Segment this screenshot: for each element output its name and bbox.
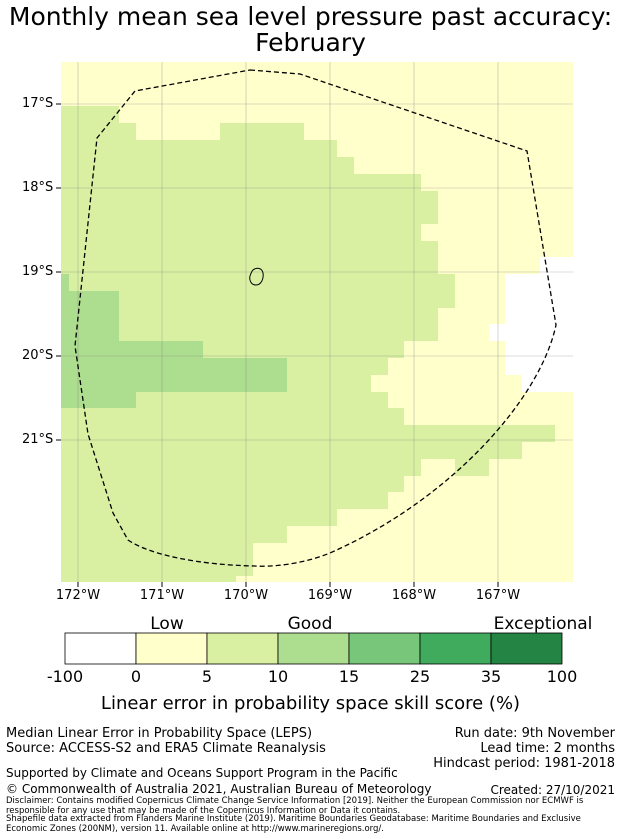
lon-label: 167°W bbox=[475, 588, 521, 603]
colorbar-title: Linear error in probability space skill … bbox=[100, 693, 521, 714]
source-text: Source: ACCESS-S2 and ERA5 Climate Reana… bbox=[6, 741, 326, 756]
eez-boundary bbox=[74, 69, 557, 567]
shapefile-credit: Shapefile data extracted from Flanders M… bbox=[6, 814, 581, 834]
gridlines bbox=[61, 62, 573, 582]
colorbar-swatch-7 bbox=[490, 632, 563, 665]
niue-island bbox=[249, 267, 264, 286]
skill-region-below-0 bbox=[489, 257, 573, 392]
category-low: Low bbox=[150, 614, 184, 634]
map-plot bbox=[56, 62, 573, 665]
method-text: Median Linear Error in Probability Space… bbox=[6, 726, 313, 741]
colorbar-tick: 100 bbox=[546, 667, 578, 686]
chart-title-line2: February bbox=[255, 28, 366, 57]
colorbar-tick: 0 bbox=[130, 667, 142, 686]
colorbar-swatch-6 bbox=[419, 632, 492, 665]
skill-region-10-15 bbox=[61, 274, 287, 408]
lon-label: 171°W bbox=[139, 588, 185, 603]
lat-label: 19°S bbox=[22, 264, 54, 279]
lon-label: 172°W bbox=[55, 588, 101, 603]
lead-time: Lead time: 2 months bbox=[480, 741, 615, 756]
colorbar-tick: 10 bbox=[267, 667, 289, 686]
lat-label: 21°S bbox=[22, 432, 54, 447]
colorbar-tick: 25 bbox=[409, 667, 431, 686]
colorbar bbox=[64, 632, 563, 665]
run-date: Run date: 9th November bbox=[454, 726, 615, 741]
colorbar-tick: 15 bbox=[338, 667, 360, 686]
colorbar-swatch-2 bbox=[135, 632, 208, 665]
lat-label: 18°S bbox=[22, 180, 54, 195]
support-text: Supported by Climate and Oceans Support … bbox=[6, 766, 398, 780]
lon-label: 169°W bbox=[307, 588, 353, 603]
colorbar-swatch-4 bbox=[277, 632, 350, 665]
lat-label: 20°S bbox=[22, 348, 54, 363]
colorbar-tick: -100 bbox=[46, 667, 84, 686]
chart-title-line1: Monthly mean sea level pressure past acc… bbox=[8, 2, 613, 31]
skill-region-5-10 bbox=[61, 106, 555, 582]
colorbar-swatch-1 bbox=[64, 632, 137, 665]
lon-label: 168°W bbox=[391, 588, 437, 603]
colorbar-swatch-3 bbox=[206, 632, 279, 665]
colorbar-swatch-5 bbox=[348, 632, 421, 665]
colorbar-tick: 35 bbox=[480, 667, 502, 686]
disclaimer-text: Disclaimer: Contains modified Copernicus… bbox=[6, 796, 584, 816]
category-good: Good bbox=[287, 614, 333, 634]
axis-ticks bbox=[56, 103, 499, 587]
created-date: Created: 27/10/2021 bbox=[490, 783, 615, 797]
colorbar-tick: 5 bbox=[201, 667, 213, 686]
category-exceptional: Exceptional bbox=[493, 614, 593, 634]
hindcast-period: Hindcast period: 1981-2018 bbox=[433, 756, 615, 771]
lon-label: 170°W bbox=[223, 588, 269, 603]
copyright-text: © Commonwealth of Australia 2021, Austra… bbox=[6, 782, 432, 796]
lat-label: 17°S bbox=[22, 96, 54, 111]
